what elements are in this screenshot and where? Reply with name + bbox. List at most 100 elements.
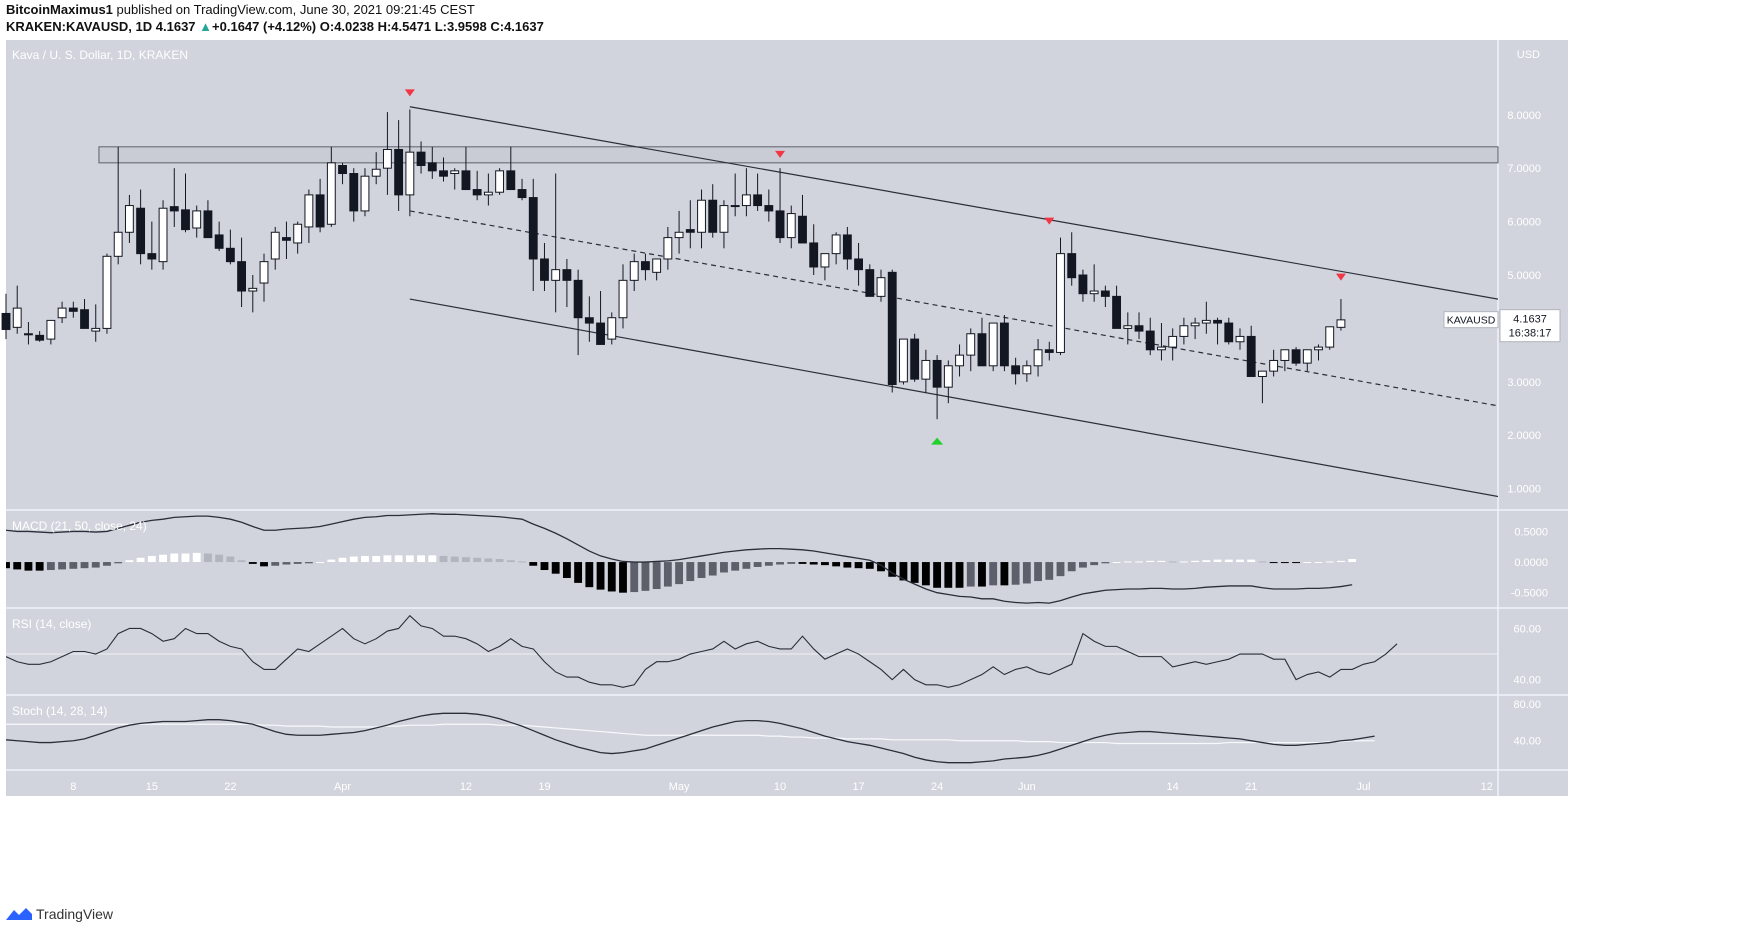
candle[interactable] <box>674 210 684 254</box>
candle[interactable] <box>192 205 202 238</box>
tradingview-logo-icon[interactable] <box>6 906 32 922</box>
candle[interactable] <box>528 178 538 292</box>
middle-trendline-dashed[interactable] <box>409 210 1543 414</box>
candle[interactable] <box>24 322 33 345</box>
candle[interactable] <box>641 253 650 281</box>
candle[interactable] <box>1112 285 1122 329</box>
publisher-name[interactable]: BitcoinMaximus1 <box>6 2 113 17</box>
candle[interactable] <box>562 258 572 308</box>
candle[interactable] <box>248 275 258 313</box>
candle[interactable] <box>483 173 493 206</box>
candle[interactable] <box>124 194 134 243</box>
candle[interactable] <box>697 189 706 249</box>
candle[interactable] <box>1224 317 1234 345</box>
candle[interactable] <box>1022 360 1032 382</box>
candle[interactable] <box>876 269 886 302</box>
candle[interactable] <box>753 173 763 211</box>
candle[interactable] <box>382 112 392 195</box>
candle[interactable] <box>1257 370 1267 404</box>
candle[interactable] <box>394 120 404 211</box>
candle[interactable] <box>102 253 112 334</box>
candle[interactable] <box>887 269 897 393</box>
candle[interactable] <box>809 224 819 275</box>
candle[interactable] <box>326 146 336 227</box>
candle[interactable] <box>1246 325 1256 377</box>
candle[interactable] <box>338 162 347 185</box>
candle[interactable] <box>1067 232 1077 286</box>
candle[interactable] <box>237 237 247 308</box>
candle[interactable] <box>1168 328 1178 361</box>
candle[interactable] <box>203 200 213 239</box>
candle[interactable] <box>977 317 987 367</box>
candle[interactable] <box>1 293 11 340</box>
candle[interactable] <box>169 168 179 227</box>
candle[interactable] <box>1145 317 1155 356</box>
candle[interactable] <box>573 269 583 356</box>
candle[interactable] <box>68 301 78 318</box>
candle[interactable] <box>764 189 774 222</box>
candle[interactable] <box>1336 299 1346 331</box>
candle[interactable] <box>1044 341 1054 361</box>
candle[interactable] <box>461 146 471 191</box>
candle[interactable] <box>1302 349 1312 372</box>
candle[interactable] <box>966 328 976 372</box>
candle[interactable] <box>708 184 718 238</box>
candle[interactable] <box>315 178 325 233</box>
candle[interactable] <box>349 168 359 222</box>
candle[interactable] <box>741 168 751 217</box>
candle[interactable] <box>1078 269 1088 302</box>
candle[interactable] <box>427 146 437 179</box>
stoch-pane[interactable] <box>6 712 1375 764</box>
candle[interactable] <box>416 141 426 174</box>
candle[interactable] <box>584 296 594 342</box>
upper-trendline[interactable] <box>409 106 1543 307</box>
candle[interactable] <box>1179 317 1189 345</box>
candle[interactable] <box>607 312 617 345</box>
candle[interactable] <box>517 178 527 201</box>
candle[interactable] <box>91 304 101 342</box>
candle[interactable] <box>472 170 482 201</box>
candle[interactable] <box>113 146 123 265</box>
candle[interactable] <box>1213 317 1222 345</box>
candle[interactable] <box>786 205 796 249</box>
candle[interactable] <box>798 194 807 244</box>
candle[interactable] <box>293 221 303 254</box>
candle[interactable] <box>1100 285 1110 308</box>
candle[interactable] <box>35 331 45 342</box>
candle[interactable] <box>405 109 415 217</box>
candle[interactable] <box>1157 323 1166 361</box>
candle[interactable] <box>1235 328 1245 350</box>
candle[interactable] <box>304 189 314 243</box>
resistance-zone[interactable] <box>98 146 1499 164</box>
candle[interactable] <box>719 200 729 249</box>
candle[interactable] <box>999 315 1009 372</box>
candle[interactable] <box>652 258 662 281</box>
candle[interactable] <box>663 226 673 270</box>
candle[interactable] <box>540 242 549 292</box>
candle[interactable] <box>136 189 146 265</box>
candle[interactable] <box>629 253 639 292</box>
candle[interactable] <box>1033 339 1043 377</box>
candle[interactable] <box>12 285 22 334</box>
candle[interactable] <box>1325 326 1335 350</box>
candle[interactable] <box>1291 347 1301 366</box>
candle[interactable] <box>439 157 448 182</box>
candle[interactable] <box>1269 349 1279 377</box>
candle[interactable] <box>910 333 920 382</box>
candle[interactable] <box>1190 317 1200 340</box>
footer-brand[interactable]: TradingView <box>36 906 114 922</box>
candle[interactable] <box>1056 237 1065 356</box>
candle[interactable] <box>730 173 740 217</box>
candle[interactable] <box>988 322 998 372</box>
price-pane[interactable]: Kava / U. S. Dollar, 1D, KRAKEN <box>1 48 1543 505</box>
macd-pane[interactable] <box>2 513 1357 604</box>
candle[interactable] <box>1011 357 1021 385</box>
candle[interactable] <box>618 264 628 329</box>
candle[interactable] <box>685 200 695 249</box>
candle[interactable] <box>775 168 785 243</box>
candle[interactable] <box>1314 344 1323 361</box>
candle[interactable] <box>360 168 370 217</box>
candle[interactable] <box>259 253 269 302</box>
candle[interactable] <box>270 226 280 270</box>
